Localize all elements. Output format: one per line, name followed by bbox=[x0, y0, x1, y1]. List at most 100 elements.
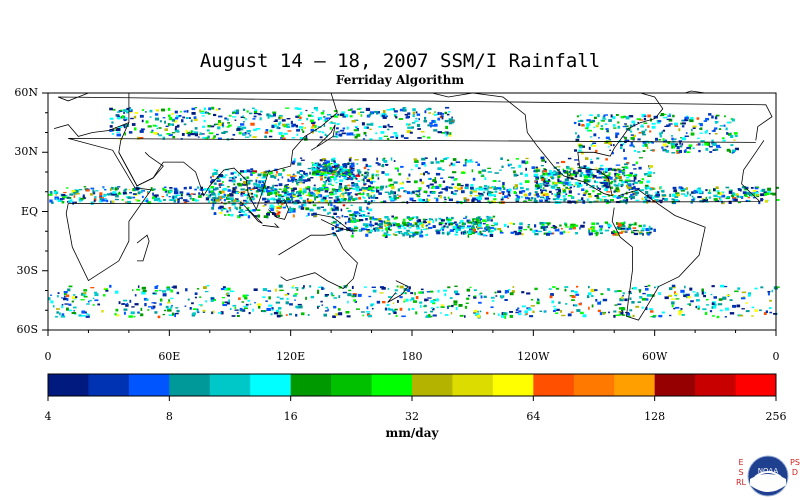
rain-cell bbox=[310, 295, 315, 299]
rain-cell bbox=[150, 131, 153, 134]
rain-cell bbox=[730, 117, 733, 121]
rain-cell bbox=[654, 195, 656, 197]
rain-cell bbox=[342, 199, 347, 202]
rain-cell bbox=[439, 112, 443, 115]
rain-cell bbox=[212, 203, 215, 207]
colorbar-segment bbox=[452, 374, 494, 396]
rain-cell bbox=[305, 174, 309, 177]
rain-cell bbox=[421, 231, 423, 233]
rain-cell bbox=[565, 226, 569, 228]
rain-cell bbox=[444, 198, 447, 201]
rain-cell bbox=[154, 285, 158, 289]
rain-cell bbox=[357, 169, 361, 172]
rain-cell bbox=[229, 307, 232, 310]
rain-cell bbox=[671, 135, 673, 137]
rain-cell bbox=[745, 302, 748, 304]
rain-cell bbox=[400, 225, 405, 228]
rain-cell bbox=[574, 304, 578, 307]
rain-cell bbox=[290, 177, 296, 180]
rain-cell bbox=[393, 217, 397, 220]
rain-cell bbox=[489, 234, 494, 237]
rain-cell bbox=[93, 199, 96, 203]
colorbar-segment bbox=[331, 374, 373, 396]
rain-cell bbox=[671, 304, 674, 308]
rain-cell bbox=[564, 286, 569, 288]
rain-cell bbox=[310, 129, 314, 132]
rain-cell bbox=[278, 284, 283, 288]
rain-cell bbox=[661, 194, 666, 197]
rain-cell bbox=[351, 120, 356, 123]
rain-cell bbox=[711, 115, 714, 119]
rain-cell bbox=[306, 188, 310, 190]
rain-cell bbox=[234, 206, 237, 210]
rain-cell bbox=[82, 196, 85, 200]
rain-cell bbox=[575, 138, 580, 142]
rain-cell bbox=[218, 122, 223, 126]
rain-cell bbox=[66, 196, 70, 199]
rain-cell bbox=[581, 123, 585, 127]
rain-cell bbox=[577, 167, 581, 169]
rain-cell bbox=[417, 137, 422, 139]
rain-cell bbox=[690, 132, 695, 136]
rain-cell bbox=[586, 123, 591, 126]
rain-cell bbox=[278, 116, 281, 119]
rain-cell bbox=[189, 186, 192, 190]
rain-cell bbox=[272, 186, 274, 189]
rain-cell bbox=[369, 220, 372, 224]
rain-cell bbox=[432, 307, 435, 311]
rain-cell bbox=[415, 232, 419, 236]
rain-cell bbox=[708, 145, 713, 148]
rain-cell bbox=[553, 226, 556, 229]
rain-cell bbox=[324, 164, 328, 167]
rain-cell bbox=[623, 168, 625, 171]
rain-cell bbox=[431, 185, 436, 188]
rain-cell bbox=[324, 190, 329, 193]
rain-cell bbox=[275, 174, 277, 177]
rain-cell bbox=[441, 188, 445, 190]
rain-cell bbox=[291, 286, 294, 289]
rain-cell bbox=[240, 195, 244, 197]
rain-cell bbox=[684, 118, 687, 121]
rain-cell bbox=[538, 169, 541, 172]
rain-cell bbox=[588, 230, 591, 234]
rain-cell bbox=[638, 224, 642, 228]
rain-cell bbox=[260, 187, 263, 191]
rain-cell bbox=[440, 306, 445, 308]
rain-cell bbox=[428, 112, 432, 114]
rain-cell bbox=[374, 219, 378, 221]
rain-cell bbox=[324, 182, 327, 185]
rain-cell bbox=[450, 120, 455, 124]
rain-cell bbox=[711, 130, 716, 132]
rain-cell bbox=[208, 200, 210, 204]
rain-cell bbox=[621, 166, 626, 168]
rain-cell bbox=[582, 174, 587, 177]
rain-cell bbox=[406, 221, 410, 224]
rain-cell bbox=[343, 176, 348, 180]
rain-cell bbox=[686, 115, 689, 118]
rain-cell bbox=[533, 229, 538, 232]
rain-cell bbox=[258, 305, 261, 309]
rain-cell bbox=[590, 140, 593, 142]
rain-cell bbox=[342, 174, 347, 176]
rain-cell bbox=[292, 284, 295, 288]
rain-cell bbox=[545, 192, 549, 196]
rain-cell bbox=[274, 191, 278, 195]
rain-cell bbox=[269, 129, 273, 133]
rain-cell bbox=[345, 172, 349, 174]
rain-cell bbox=[234, 309, 239, 311]
rain-cell bbox=[557, 188, 561, 190]
rain-cell bbox=[765, 310, 768, 313]
rain-cell bbox=[602, 118, 607, 120]
rain-cell bbox=[345, 187, 348, 189]
rain-cell bbox=[382, 158, 385, 162]
rain-cell bbox=[454, 285, 458, 287]
rain-cell bbox=[541, 178, 544, 181]
rain-cell bbox=[705, 196, 708, 200]
rain-cell bbox=[466, 297, 470, 300]
rain-cell bbox=[684, 194, 688, 197]
rain-cell bbox=[583, 175, 589, 179]
rain-cell bbox=[225, 174, 228, 176]
rain-cell bbox=[526, 292, 531, 295]
rain-cell bbox=[285, 197, 290, 201]
rain-cell bbox=[333, 205, 336, 208]
